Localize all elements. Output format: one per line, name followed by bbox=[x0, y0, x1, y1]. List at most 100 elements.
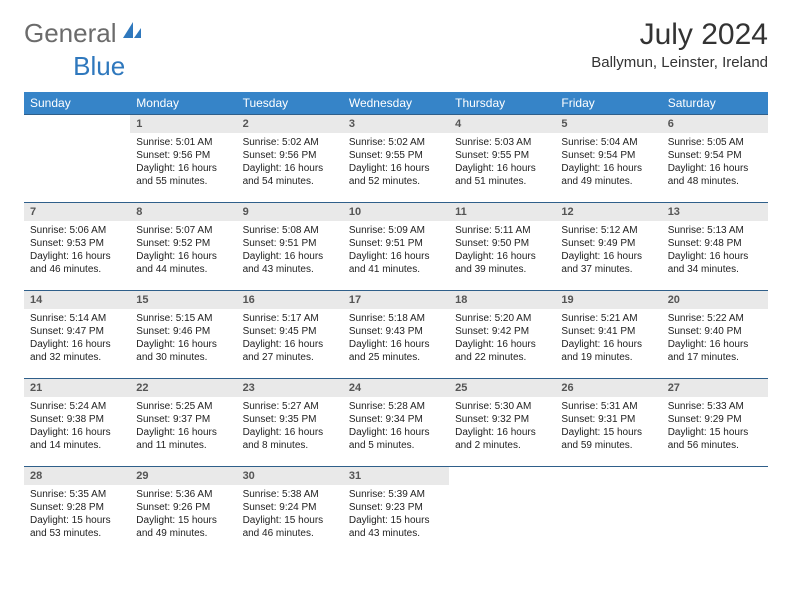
day-number: 26 bbox=[555, 379, 661, 397]
sunset-line: Sunset: 9:56 PM bbox=[243, 149, 337, 162]
sunrise-line: Sunrise: 5:14 AM bbox=[30, 312, 124, 325]
day-number: 27 bbox=[662, 379, 768, 397]
sunrise-line: Sunrise: 5:02 AM bbox=[349, 136, 443, 149]
daylight-line: Daylight: 15 hours and 43 minutes. bbox=[349, 514, 443, 540]
day-number: 8 bbox=[130, 203, 236, 221]
day-cell-28: 28Sunrise: 5:35 AMSunset: 9:28 PMDayligh… bbox=[24, 467, 130, 555]
day-number: 25 bbox=[449, 379, 555, 397]
weekday-saturday: Saturday bbox=[662, 92, 768, 115]
day-cell-4: 4Sunrise: 5:03 AMSunset: 9:55 PMDaylight… bbox=[449, 115, 555, 203]
sunset-line: Sunset: 9:38 PM bbox=[30, 413, 124, 426]
daylight-line: Daylight: 16 hours and 49 minutes. bbox=[561, 162, 655, 188]
logo-word1: General bbox=[24, 18, 117, 49]
weekday-tuesday: Tuesday bbox=[237, 92, 343, 115]
day-info: Sunrise: 5:15 AMSunset: 9:46 PMDaylight:… bbox=[130, 309, 236, 368]
sunrise-line: Sunrise: 5:13 AM bbox=[668, 224, 762, 237]
sunset-line: Sunset: 9:35 PM bbox=[243, 413, 337, 426]
sunset-line: Sunset: 9:51 PM bbox=[243, 237, 337, 250]
day-cell-15: 15Sunrise: 5:15 AMSunset: 9:46 PMDayligh… bbox=[130, 291, 236, 379]
day-info: Sunrise: 5:01 AMSunset: 9:56 PMDaylight:… bbox=[130, 133, 236, 192]
day-info: Sunrise: 5:22 AMSunset: 9:40 PMDaylight:… bbox=[662, 309, 768, 368]
day-cell-1: 1Sunrise: 5:01 AMSunset: 9:56 PMDaylight… bbox=[130, 115, 236, 203]
sunset-line: Sunset: 9:32 PM bbox=[455, 413, 549, 426]
day-info: Sunrise: 5:39 AMSunset: 9:23 PMDaylight:… bbox=[343, 485, 449, 544]
sunset-line: Sunset: 9:26 PM bbox=[136, 501, 230, 514]
sunset-line: Sunset: 9:51 PM bbox=[349, 237, 443, 250]
day-info: Sunrise: 5:28 AMSunset: 9:34 PMDaylight:… bbox=[343, 397, 449, 456]
day-info: Sunrise: 5:09 AMSunset: 9:51 PMDaylight:… bbox=[343, 221, 449, 280]
calendar-row: 1Sunrise: 5:01 AMSunset: 9:56 PMDaylight… bbox=[24, 115, 768, 203]
day-cell-18: 18Sunrise: 5:20 AMSunset: 9:42 PMDayligh… bbox=[449, 291, 555, 379]
sunrise-line: Sunrise: 5:38 AM bbox=[243, 488, 337, 501]
day-info: Sunrise: 5:21 AMSunset: 9:41 PMDaylight:… bbox=[555, 309, 661, 368]
day-number: 9 bbox=[237, 203, 343, 221]
day-info: Sunrise: 5:11 AMSunset: 9:50 PMDaylight:… bbox=[449, 221, 555, 280]
sunrise-line: Sunrise: 5:22 AM bbox=[668, 312, 762, 325]
sunrise-line: Sunrise: 5:07 AM bbox=[136, 224, 230, 237]
weekday-wednesday: Wednesday bbox=[343, 92, 449, 115]
day-number: 18 bbox=[449, 291, 555, 309]
day-cell-20: 20Sunrise: 5:22 AMSunset: 9:40 PMDayligh… bbox=[662, 291, 768, 379]
sunset-line: Sunset: 9:24 PM bbox=[243, 501, 337, 514]
day-number: 31 bbox=[343, 467, 449, 485]
sunset-line: Sunset: 9:52 PM bbox=[136, 237, 230, 250]
daylight-line: Daylight: 16 hours and 52 minutes. bbox=[349, 162, 443, 188]
day-cell-23: 23Sunrise: 5:27 AMSunset: 9:35 PMDayligh… bbox=[237, 379, 343, 467]
day-cell-2: 2Sunrise: 5:02 AMSunset: 9:56 PMDaylight… bbox=[237, 115, 343, 203]
day-number: 30 bbox=[237, 467, 343, 485]
calendar-row: 21Sunrise: 5:24 AMSunset: 9:38 PMDayligh… bbox=[24, 379, 768, 467]
day-number: 11 bbox=[449, 203, 555, 221]
weekday-row: SundayMondayTuesdayWednesdayThursdayFrid… bbox=[24, 92, 768, 115]
sunset-line: Sunset: 9:49 PM bbox=[561, 237, 655, 250]
day-cell-21: 21Sunrise: 5:24 AMSunset: 9:38 PMDayligh… bbox=[24, 379, 130, 467]
day-info: Sunrise: 5:02 AMSunset: 9:55 PMDaylight:… bbox=[343, 133, 449, 192]
sunrise-line: Sunrise: 5:04 AM bbox=[561, 136, 655, 149]
sunrise-line: Sunrise: 5:31 AM bbox=[561, 400, 655, 413]
sunrise-line: Sunrise: 5:36 AM bbox=[136, 488, 230, 501]
day-number: 16 bbox=[237, 291, 343, 309]
sunset-line: Sunset: 9:55 PM bbox=[455, 149, 549, 162]
day-info: Sunrise: 5:07 AMSunset: 9:52 PMDaylight:… bbox=[130, 221, 236, 280]
day-number: 24 bbox=[343, 379, 449, 397]
sunrise-line: Sunrise: 5:06 AM bbox=[30, 224, 124, 237]
sunrise-line: Sunrise: 5:27 AM bbox=[243, 400, 337, 413]
daylight-line: Daylight: 16 hours and 48 minutes. bbox=[668, 162, 762, 188]
day-number: 29 bbox=[130, 467, 236, 485]
day-number: 1 bbox=[130, 115, 236, 133]
day-info: Sunrise: 5:33 AMSunset: 9:29 PMDaylight:… bbox=[662, 397, 768, 456]
sunset-line: Sunset: 9:53 PM bbox=[30, 237, 124, 250]
day-cell-29: 29Sunrise: 5:36 AMSunset: 9:26 PMDayligh… bbox=[130, 467, 236, 555]
day-cell-3: 3Sunrise: 5:02 AMSunset: 9:55 PMDaylight… bbox=[343, 115, 449, 203]
sunset-line: Sunset: 9:54 PM bbox=[668, 149, 762, 162]
daylight-line: Daylight: 16 hours and 37 minutes. bbox=[561, 250, 655, 276]
daylight-line: Daylight: 15 hours and 56 minutes. bbox=[668, 426, 762, 452]
day-cell-17: 17Sunrise: 5:18 AMSunset: 9:43 PMDayligh… bbox=[343, 291, 449, 379]
sunrise-line: Sunrise: 5:35 AM bbox=[30, 488, 124, 501]
sunset-line: Sunset: 9:42 PM bbox=[455, 325, 549, 338]
daylight-line: Daylight: 16 hours and 41 minutes. bbox=[349, 250, 443, 276]
day-cell-27: 27Sunrise: 5:33 AMSunset: 9:29 PMDayligh… bbox=[662, 379, 768, 467]
location: Ballymun, Leinster, Ireland bbox=[591, 54, 768, 71]
day-cell-13: 13Sunrise: 5:13 AMSunset: 9:48 PMDayligh… bbox=[662, 203, 768, 291]
day-number: 3 bbox=[343, 115, 449, 133]
day-info: Sunrise: 5:14 AMSunset: 9:47 PMDaylight:… bbox=[24, 309, 130, 368]
day-cell-11: 11Sunrise: 5:11 AMSunset: 9:50 PMDayligh… bbox=[449, 203, 555, 291]
day-info: Sunrise: 5:38 AMSunset: 9:24 PMDaylight:… bbox=[237, 485, 343, 544]
sunset-line: Sunset: 9:29 PM bbox=[668, 413, 762, 426]
sunset-line: Sunset: 9:45 PM bbox=[243, 325, 337, 338]
day-cell-19: 19Sunrise: 5:21 AMSunset: 9:41 PMDayligh… bbox=[555, 291, 661, 379]
sunrise-line: Sunrise: 5:03 AM bbox=[455, 136, 549, 149]
day-number: 22 bbox=[130, 379, 236, 397]
day-info: Sunrise: 5:31 AMSunset: 9:31 PMDaylight:… bbox=[555, 397, 661, 456]
day-number: 28 bbox=[24, 467, 130, 485]
day-number: 10 bbox=[343, 203, 449, 221]
sunrise-line: Sunrise: 5:17 AM bbox=[243, 312, 337, 325]
day-info: Sunrise: 5:27 AMSunset: 9:35 PMDaylight:… bbox=[237, 397, 343, 456]
daylight-line: Daylight: 16 hours and 46 minutes. bbox=[30, 250, 124, 276]
logo: General bbox=[24, 18, 147, 49]
daylight-line: Daylight: 16 hours and 27 minutes. bbox=[243, 338, 337, 364]
sunrise-line: Sunrise: 5:28 AM bbox=[349, 400, 443, 413]
sunrise-line: Sunrise: 5:15 AM bbox=[136, 312, 230, 325]
sunrise-line: Sunrise: 5:33 AM bbox=[668, 400, 762, 413]
daylight-line: Daylight: 16 hours and 17 minutes. bbox=[668, 338, 762, 364]
